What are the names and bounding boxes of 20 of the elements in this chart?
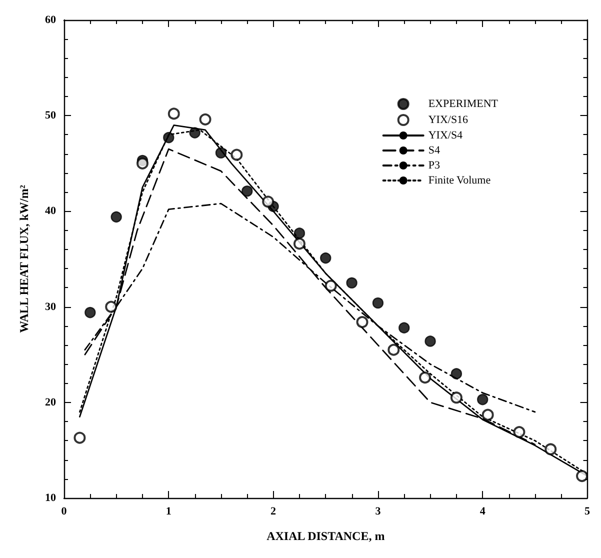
legend-label: P3 [428,160,440,172]
y-tick-label: 10 [45,492,56,504]
y-axis-title: WALL HEAT FLUX, kW/m² [17,184,31,333]
y-tick-label: 40 [45,205,56,218]
x-tick-label: 2 [270,506,277,518]
x-tick-label: 3 [375,506,382,518]
legend-label: YIX/S16 [428,114,469,126]
legend-label: YIX/S4 [428,130,464,142]
x-tick-label: 4 [480,506,486,518]
x-tick-label: 1 [166,506,172,518]
y-tick-label: 50 [45,110,56,122]
legend-label: Finite Volume [428,174,491,186]
y-tick-label: 60 [45,14,56,26]
y-tick-label: 20 [45,396,56,408]
y-tick-label: 30 [45,300,56,313]
x-axis-title: AXIAL DISTANCE, m [266,529,385,543]
legend-label: EXPERIMENT [428,98,498,110]
x-tick-label: 0 [61,506,68,518]
x-tick-label: 5 [584,506,590,518]
legend-label: S4 [428,144,440,156]
